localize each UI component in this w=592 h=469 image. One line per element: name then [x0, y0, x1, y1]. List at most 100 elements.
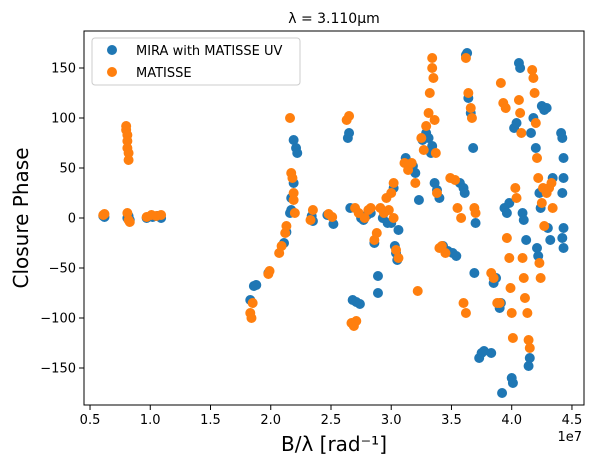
- y-tick-label: −100: [40, 312, 76, 327]
- data-point: [530, 118, 541, 128]
- data-point: [393, 225, 404, 235]
- data-point: [276, 241, 287, 251]
- axes-layer: 0.5 1.0 1.5 2.0 2.5 3.0 3.5 4.0 4.5 −150 −100 −50 0 5…: [40, 30, 585, 428]
- data-point: [246, 313, 257, 323]
- y-tick-label: −50: [49, 262, 76, 277]
- data-point: [510, 183, 521, 193]
- data-point: [123, 155, 134, 165]
- data-point: [458, 298, 469, 308]
- data-point: [470, 208, 481, 218]
- data-point: [519, 293, 530, 303]
- data-point: [440, 248, 451, 258]
- x-tick-label: 3.0: [381, 413, 402, 428]
- points-layer: [98, 48, 569, 398]
- data-point: [156, 210, 167, 220]
- data-point: [465, 103, 476, 113]
- data-point: [518, 215, 529, 225]
- data-point: [429, 115, 440, 125]
- data-point: [501, 208, 512, 218]
- data-point: [529, 88, 540, 98]
- data-point: [523, 361, 534, 371]
- data-point: [557, 133, 568, 143]
- data-point: [418, 145, 429, 155]
- x-tick-label: 4.0: [501, 413, 522, 428]
- x-tick-label: 1.5: [200, 413, 221, 428]
- data-point: [287, 173, 298, 183]
- x-tick-label: 1.0: [140, 413, 161, 428]
- data-point: [533, 173, 544, 183]
- data-point: [532, 243, 543, 253]
- data-point: [524, 353, 535, 363]
- y-tick-label: 0: [68, 212, 76, 227]
- data-point: [292, 148, 303, 158]
- data-point: [500, 103, 511, 113]
- y-axis-label: Closure Phase: [9, 147, 33, 288]
- data-point: [507, 378, 518, 388]
- data-point: [516, 128, 527, 138]
- x-tick-label: 2.0: [260, 413, 281, 428]
- data-point: [539, 221, 550, 231]
- data-point: [515, 63, 526, 73]
- data-point: [558, 153, 569, 163]
- data-point: [289, 208, 300, 218]
- data-point: [470, 218, 481, 228]
- data-point: [505, 283, 516, 293]
- data-point: [530, 143, 541, 153]
- chart-title: λ = 3.110μm: [288, 11, 380, 27]
- data-point: [463, 88, 474, 98]
- data-point: [413, 195, 424, 205]
- data-point: [534, 258, 545, 268]
- data-point: [451, 251, 462, 261]
- data-point: [327, 212, 338, 222]
- data-point: [372, 271, 383, 281]
- data-point: [391, 245, 402, 255]
- data-point: [521, 235, 532, 245]
- data-point: [416, 133, 427, 143]
- x-tick-label: 0.5: [80, 413, 101, 428]
- data-point: [517, 253, 528, 263]
- data-point: [285, 113, 296, 123]
- data-point: [344, 111, 355, 121]
- data-point: [522, 308, 533, 318]
- data-point: [393, 253, 404, 263]
- data-point: [372, 288, 383, 298]
- y-tick-label: 100: [51, 112, 76, 127]
- legend-label-mira: MIRA with MATISSE UV: [136, 44, 283, 59]
- data-point: [427, 63, 438, 73]
- data-point: [504, 253, 515, 263]
- x-axis-label: B/λ [rad⁻¹]: [281, 432, 387, 456]
- legend-label-matisse: MATISSE: [136, 66, 192, 81]
- legend-marker-mira: [107, 45, 117, 55]
- data-point: [427, 53, 438, 63]
- data-point: [469, 268, 480, 278]
- data-point: [354, 299, 365, 309]
- data-point: [511, 193, 522, 203]
- data-point: [460, 53, 471, 63]
- data-point: [518, 273, 529, 283]
- data-point: [388, 178, 399, 188]
- data-point: [359, 213, 370, 223]
- data-point: [468, 143, 479, 153]
- data-point: [547, 203, 558, 213]
- data-point: [535, 273, 546, 283]
- data-point: [430, 148, 441, 158]
- data-point: [421, 121, 432, 131]
- data-point: [525, 128, 536, 138]
- data-point: [351, 316, 362, 326]
- y-tick-label: 50: [59, 162, 76, 177]
- data-point: [504, 198, 515, 208]
- data-point: [99, 209, 110, 219]
- data-point: [247, 298, 258, 308]
- data-point: [524, 343, 535, 353]
- data-point: [558, 173, 569, 183]
- data-point: [497, 388, 508, 398]
- legend-marker-matisse: [107, 67, 117, 77]
- data-point: [288, 195, 299, 205]
- data-point: [388, 213, 399, 223]
- x-tick-label: 2.5: [321, 413, 342, 428]
- data-point: [495, 78, 506, 88]
- data-point: [557, 233, 568, 243]
- data-point: [365, 203, 376, 213]
- data-point: [532, 153, 543, 163]
